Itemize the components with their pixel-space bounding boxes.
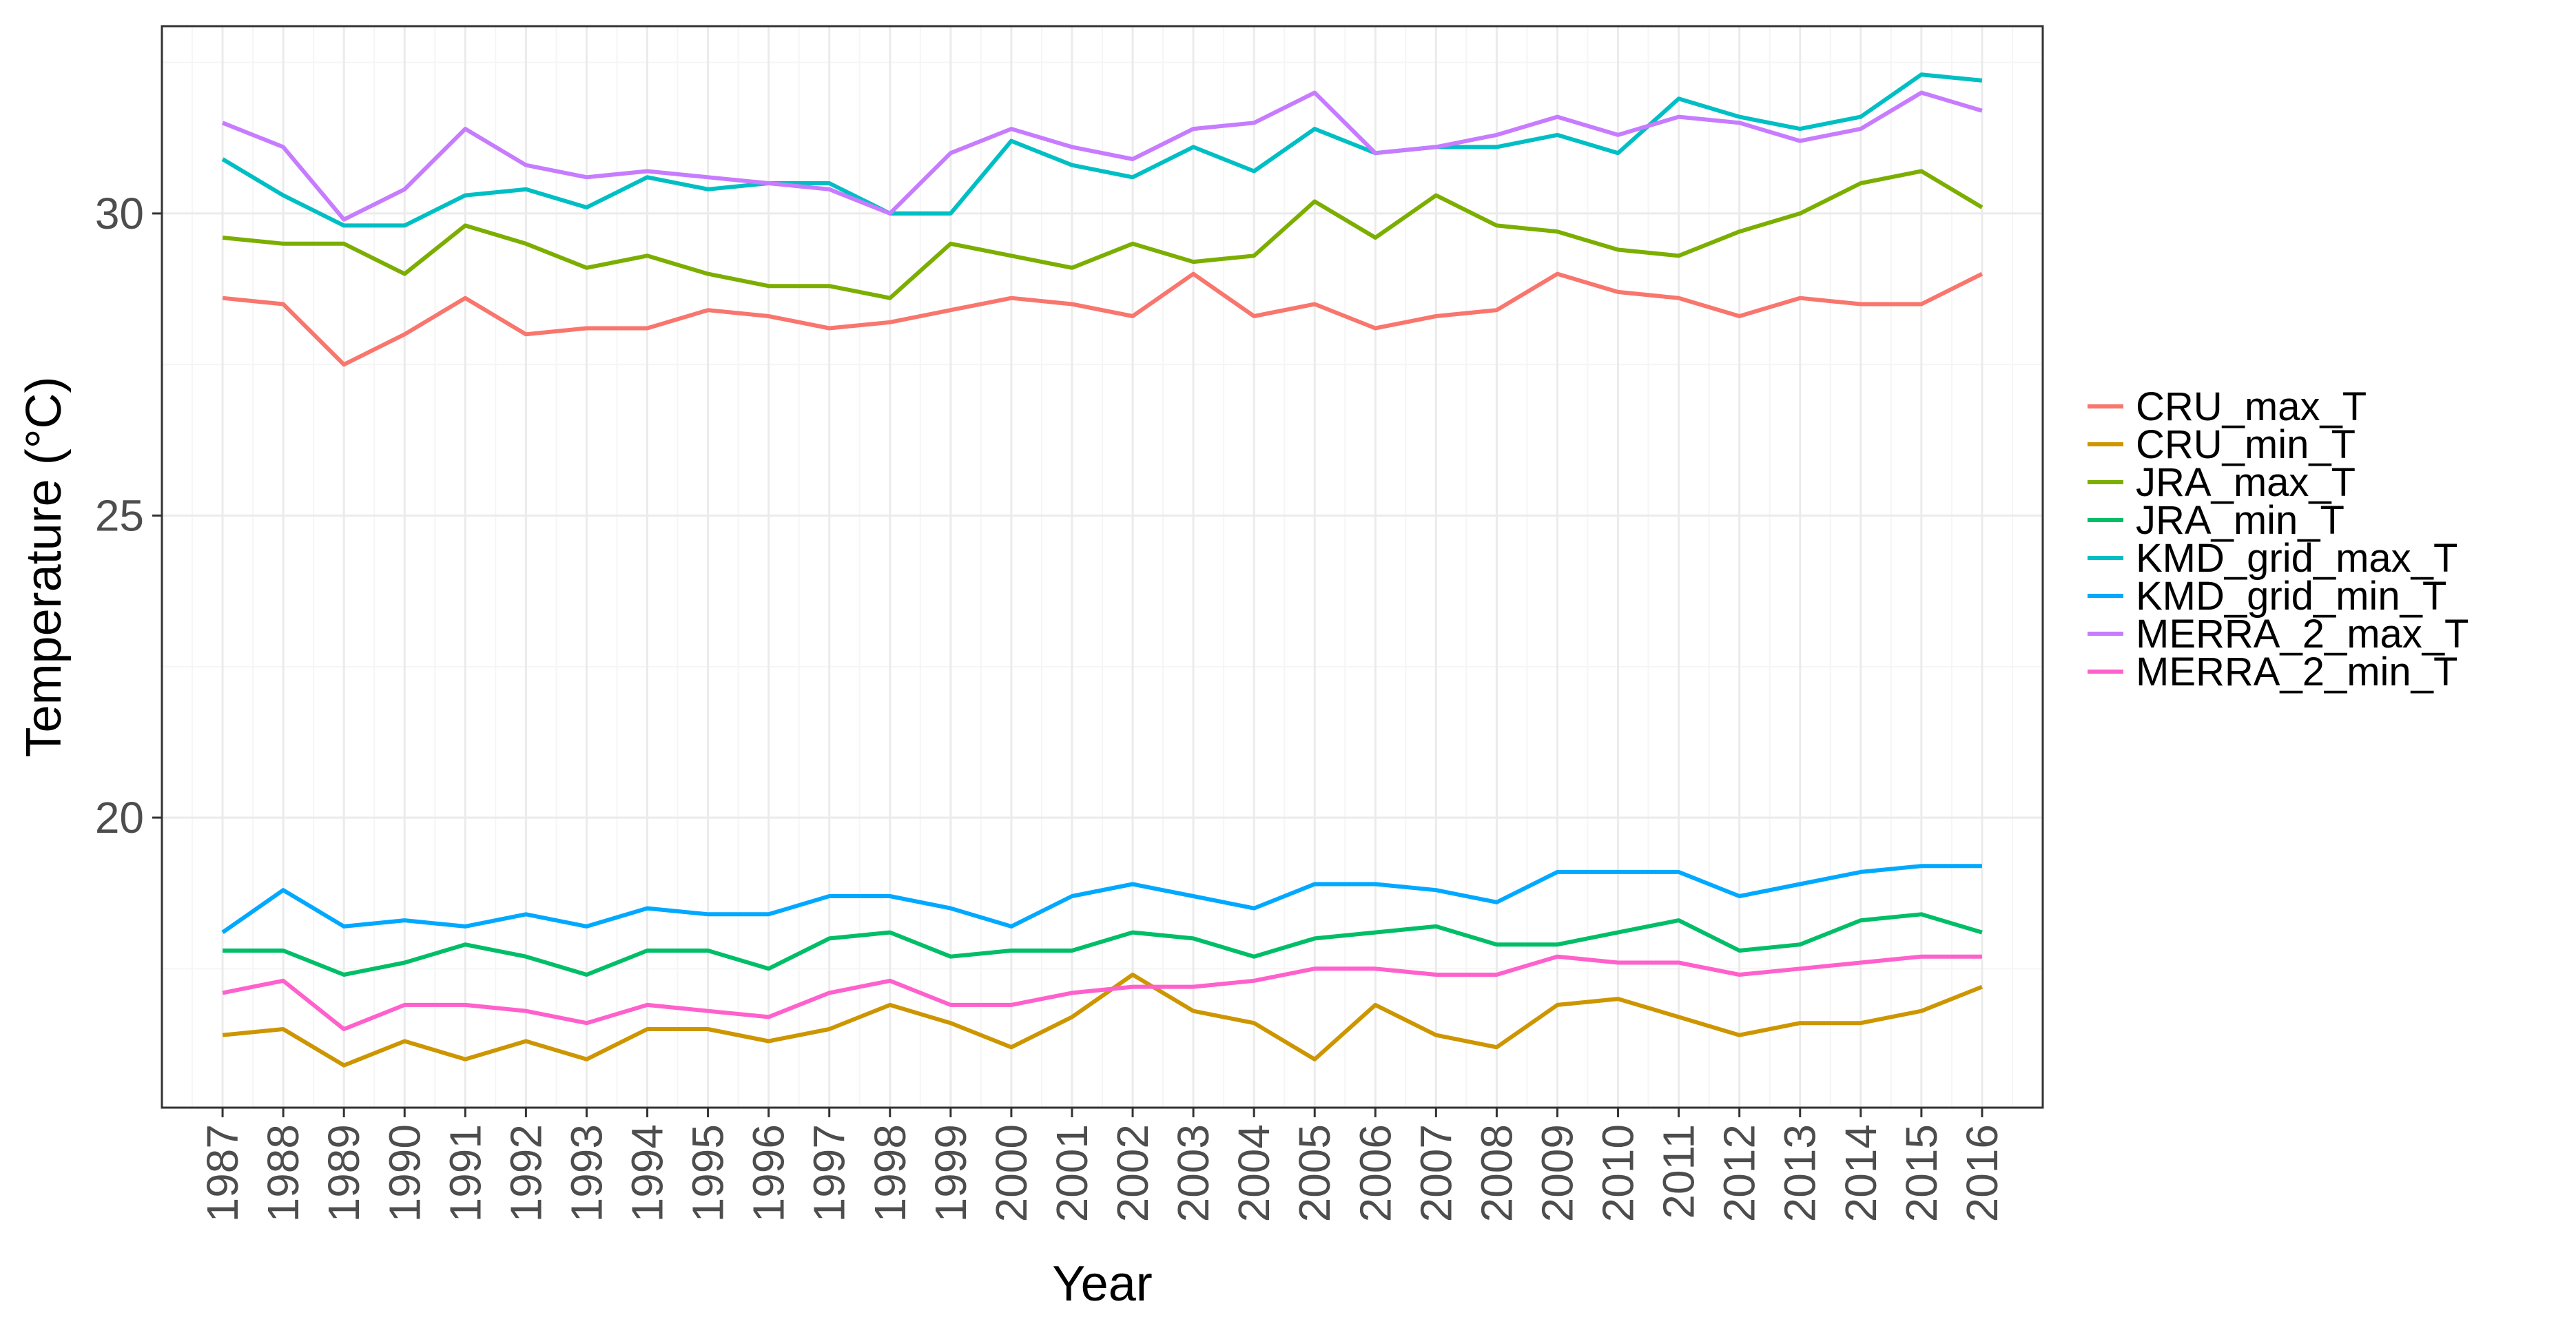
x-tick-label: 2014 [1836,1124,1886,1222]
y-axis: 20 25 30 [95,189,162,842]
series-line-JRA_max_T [222,169,1983,300]
y-tick-label: 25 [95,490,144,540]
x-tick-label: 1998 [865,1124,915,1222]
x-tick-label: 1987 [198,1124,247,1222]
x-tick-label: 1990 [380,1124,429,1222]
x-tick-label: 2011 [1654,1124,1704,1219]
x-tick-label: 2008 [1472,1124,1521,1222]
panel-border [161,25,2044,1109]
x-tick-label: 1995 [683,1124,733,1222]
legend-label-CRU_max_T: CRU_max_T [2136,384,2367,429]
x-tick-label: 2016 [1957,1124,2007,1222]
x-tick-label: 1993 [561,1124,611,1222]
x-tick-label: 2007 [1411,1124,1461,1222]
y-tick-label: 20 [95,793,144,842]
x-tick-label: 2006 [1350,1124,1400,1222]
series-line-CRU_min_T [222,973,1983,1068]
x-tick-label: 2000 [987,1124,1036,1222]
series-line-MERRA_2_min_T [222,954,1982,1031]
legend-label-KMD_grid_max_T: KMD_grid_max_T [2136,536,2457,581]
x-tick-label: 1994 [623,1124,672,1222]
legend-label-JRA_min_T: JRA_min_T [2136,498,2345,543]
x-axis: 1987 1988 1989 1990 1991 1992 1993 1994 1995 1996… [198,1108,2007,1222]
legend-label-CRU_min_T: CRU_min_T [2136,422,2356,467]
x-tick-label: 1989 [319,1124,369,1222]
x-tick-label: 1997 [805,1124,854,1222]
x-tick-label: 1999 [926,1124,976,1222]
x-tick-label: 2002 [1108,1124,1157,1222]
x-tick-label: 2013 [1775,1124,1825,1222]
legend-label-MERRA_2_max_T: MERRA_2_max_T [2136,612,2469,656]
x-axis-title: Year [1052,1256,1152,1312]
series-line-JRA_min_T [223,912,1983,977]
x-tick-label: 1991 [440,1124,490,1222]
x-tick-label: 2010 [1594,1124,1643,1222]
y-tick-label: 30 [95,189,144,238]
series-line-MERRA_2_max_T [221,90,1983,222]
x-tick-label: 1996 [744,1124,794,1222]
x-tick-label: 1988 [258,1124,308,1222]
legend-label-KMD_grid_min_T: KMD_grid_min_T [2136,574,2446,619]
legend: CRU_max_TCRU_min_TJRA_max_TJRA_min_TKMD_… [2088,384,2469,694]
legend-label-JRA_max_T: JRA_max_T [2136,460,2356,505]
series-line-KMD_grid_min_T [221,864,1982,935]
x-tick-label: 2009 [1532,1124,1582,1222]
grid-minor [162,26,2043,1108]
x-tick-label: 2015 [1897,1124,1946,1222]
x-tick-label: 2004 [1229,1124,1279,1222]
y-axis-title: Temperature (°C) [17,377,72,758]
legend-label-MERRA_2_min_T: MERRA_2_min_T [2136,650,2457,694]
series-line-CRU_max_T [222,271,1983,367]
series-layer [221,72,1983,1068]
x-tick-label: 2005 [1290,1124,1339,1222]
x-tick-label: 2012 [1715,1124,1764,1222]
series-line-KMD_grid_max_T [221,72,1983,228]
x-tick-label: 2001 [1047,1124,1097,1222]
x-tick-label: 2003 [1168,1124,1218,1222]
x-tick-label: 1992 [501,1124,550,1222]
